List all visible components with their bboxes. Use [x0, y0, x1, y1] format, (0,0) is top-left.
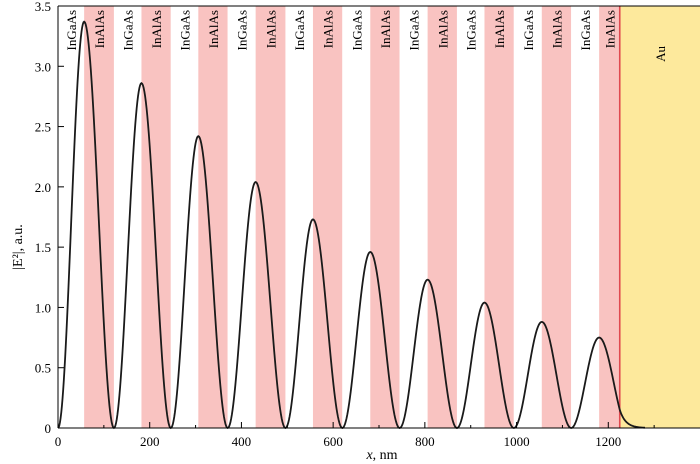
layer-band-ingaas-12 — [399, 6, 428, 428]
layer-band-inalas-15 — [484, 6, 514, 428]
x-axis-ticks: 0 200 400 600 800 1000 1200 — [55, 422, 655, 449]
layer-label-ingaas-12: InGaAs — [407, 10, 422, 50]
layer-label-au-20: Au — [653, 46, 668, 62]
y-axis-ticks: 0 0.5 1.0 1.5 2.0 2.5 3.0 3.5 — [35, 0, 64, 436]
layer-band-ingaas-18 — [571, 6, 600, 428]
field-intensity-curve — [57, 20, 646, 430]
layer-label-inalas-3: InAlAs — [149, 10, 164, 48]
y-tick-label-5: 2.5 — [35, 120, 51, 135]
layer-band-inalas-11 — [370, 6, 400, 428]
layer-band-au-20 — [619, 6, 700, 428]
layer-label-inalas-5: InAlAs — [206, 10, 221, 48]
layer-label-inalas-19: InAlAs — [602, 10, 617, 48]
y-tick-label-4: 2.0 — [35, 180, 51, 195]
layer-band-ingaas-8 — [285, 6, 313, 428]
field-curve-group — [57, 20, 646, 430]
layer-band-inalas-5 — [198, 6, 228, 428]
layer-label-ingaas-14: InGaAs — [464, 10, 479, 50]
layer-label-inalas-11: InAlAs — [378, 10, 393, 48]
layer-band-inalas-17 — [541, 6, 572, 428]
layer-label-inalas-15: InAlAs — [492, 10, 507, 48]
x-tick-label-0: 0 — [55, 434, 62, 449]
x-tick-label-800: 800 — [415, 434, 435, 449]
layer-label-ingaas-10: InGaAs — [349, 10, 364, 50]
y-tick-label-6: 3.0 — [35, 59, 51, 74]
layer-label-ingaas-16: InGaAs — [521, 10, 536, 50]
layer-label-inalas-13: InAlAs — [435, 10, 450, 48]
layer-band-ingaas-2 — [113, 6, 142, 428]
layer-band-inalas-13 — [427, 6, 457, 428]
layer-label-inalas-17: InAlAs — [550, 10, 565, 48]
layer-label-inalas-9: InAlAs — [321, 10, 336, 48]
x-tick-label-600: 600 — [323, 434, 343, 449]
layer-labels: InGaAs InAlAs InGaAs InAlAs InGaAs InAlAs InGa… — [64, 10, 668, 62]
x-tick-label-200: 200 — [140, 434, 160, 449]
layer-label-ingaas-6: InGaAs — [235, 10, 250, 50]
y-tick-label-1: 0.5 — [35, 361, 51, 376]
y-axis-title: |E²|, a.u. — [11, 224, 26, 270]
layer-band-ingaas-6 — [227, 6, 256, 428]
y-tick-label-2: 1.0 — [35, 300, 51, 315]
y-tick-label-0: 0 — [45, 421, 52, 436]
y-tick-label-7: 3.5 — [35, 0, 51, 14]
layer-band-inalas-7 — [255, 6, 286, 428]
layer-label-ingaas-18: InGaAs — [578, 10, 593, 50]
layer-label-inalas-1: InAlAs — [92, 10, 107, 48]
layer-band-ingaas-10 — [342, 6, 371, 428]
x-axis-title: x, nm — [365, 448, 397, 463]
x-tick-label-400: 400 — [232, 434, 252, 449]
layer-label-ingaas-8: InGaAs — [292, 10, 307, 50]
layer-band-ingaas-4 — [170, 6, 199, 428]
y-tick-label-3: 1.5 — [35, 240, 51, 255]
layer-label-ingaas-4: InGaAs — [178, 10, 193, 50]
layer-label-inalas-7: InAlAs — [264, 10, 279, 48]
layer-band-inalas-3 — [141, 6, 171, 428]
layer-label-ingaas-2: InGaAs — [121, 10, 136, 50]
x-tick-label-1000: 1000 — [504, 434, 530, 449]
layer-band-inalas-19 — [599, 6, 620, 428]
layer-band-inalas-9 — [312, 6, 343, 428]
layer-label-ingaas-0: InGaAs — [64, 10, 79, 50]
layer-band-ingaas-16 — [513, 6, 542, 428]
layer-band-ingaas-14 — [456, 6, 485, 428]
x-tick-label-1200: 1200 — [595, 434, 621, 449]
